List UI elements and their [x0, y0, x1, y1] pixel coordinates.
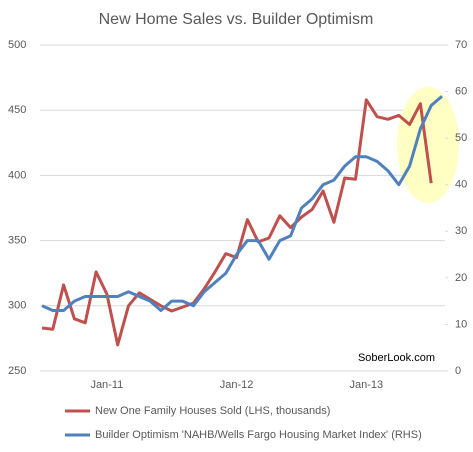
y2-tick-label: 60: [455, 85, 467, 97]
y2-tick-label: 20: [455, 272, 467, 284]
y-tick-label: 250: [8, 365, 26, 377]
y2-tick-label: 30: [455, 225, 467, 237]
x-tick-label: Jan-12: [220, 379, 254, 391]
x-tick-label: Jan-13: [350, 379, 384, 391]
y2-tick-label: 70: [455, 39, 467, 51]
y2-tick-label: 50: [455, 132, 467, 144]
chart-title: New Home Sales vs. Builder Optimism: [99, 11, 374, 28]
y-tick-label: 500: [8, 39, 26, 51]
x-tick-label: Jan-11: [90, 379, 123, 391]
legend-label: Builder Optimism 'NAHB/Wells Fargo Housi…: [95, 429, 422, 441]
y-tick-label: 400: [8, 169, 26, 181]
y2-tick-label: 0: [455, 365, 461, 377]
y2-tick-label: 40: [455, 179, 467, 191]
y-tick-label: 350: [8, 235, 26, 247]
y2-tick-label: 10: [455, 318, 467, 330]
y-tick-label: 450: [8, 104, 26, 116]
y-tick-label: 300: [8, 300, 26, 312]
annotation: SoberLook.com: [358, 352, 435, 364]
legend-label: New One Family Houses Sold (LHS, thousan…: [95, 405, 330, 417]
highlight: [397, 87, 459, 203]
series-line: [41, 95, 443, 312]
series-line: [41, 98, 433, 347]
